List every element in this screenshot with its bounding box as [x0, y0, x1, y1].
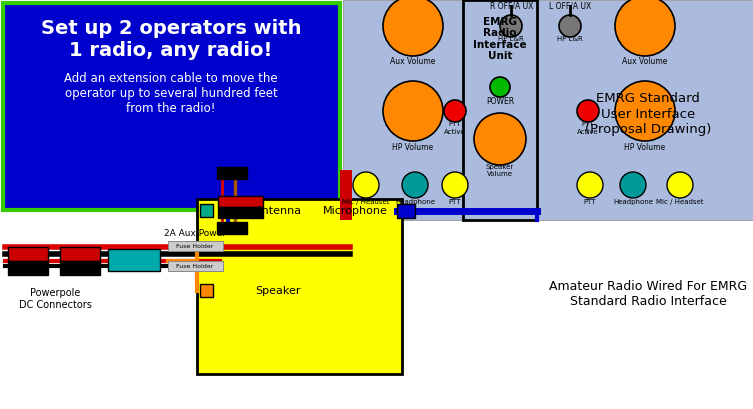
Text: EMRG Standard
User Interface
(Proposal Drawing): EMRG Standard User Interface (Proposal D…	[585, 92, 711, 135]
Bar	[217, 222, 247, 234]
Text: HP Volume: HP Volume	[624, 142, 666, 151]
Bar	[218, 196, 263, 207]
Circle shape	[620, 172, 646, 198]
Text: R OFF/A UX: R OFF/A UX	[490, 2, 534, 11]
Circle shape	[383, 81, 443, 141]
Circle shape	[577, 100, 599, 122]
Text: PTT
Active: PTT Active	[578, 121, 599, 135]
Bar	[8, 247, 48, 261]
Circle shape	[500, 15, 522, 37]
Text: HP L&R: HP L&R	[557, 36, 583, 42]
Circle shape	[559, 15, 581, 37]
Text: Headphone: Headphone	[613, 199, 653, 205]
Bar	[217, 167, 247, 179]
Text: EMRG
Radio
Interface
Unit: EMRG Radio Interface Unit	[473, 17, 527, 61]
Text: Powerpole
DC Connectors: Powerpole DC Connectors	[19, 288, 91, 310]
Circle shape	[442, 172, 468, 198]
Bar	[218, 207, 263, 218]
Text: Set up 2 operators with
1 radio, any radio!: Set up 2 operators with 1 radio, any rad…	[41, 18, 301, 59]
Text: Mic / Headset: Mic / Headset	[657, 199, 704, 205]
Bar	[8, 261, 48, 275]
Text: Aux Volume: Aux Volume	[390, 58, 436, 67]
Circle shape	[402, 172, 428, 198]
Circle shape	[577, 172, 603, 198]
Text: Speaker
Volume: Speaker Volume	[486, 164, 514, 178]
Text: PTT: PTT	[584, 199, 596, 205]
Text: Fuse Holder: Fuse Holder	[176, 263, 214, 268]
Text: POWER: POWER	[486, 97, 514, 106]
Text: Speaker: Speaker	[255, 286, 300, 296]
Circle shape	[383, 0, 443, 56]
Text: PTT: PTT	[449, 199, 462, 205]
Bar	[60, 247, 100, 261]
Text: Add an extension cable to move the
operator up to several hundred feet
from the : Add an extension cable to move the opera…	[64, 72, 278, 115]
Circle shape	[667, 172, 693, 198]
Bar	[197, 199, 402, 374]
Circle shape	[444, 100, 466, 122]
Text: Microphone: Microphone	[322, 206, 388, 216]
Text: HP L&R: HP L&R	[498, 36, 524, 42]
Text: L OFF/A UX: L OFF/A UX	[549, 2, 591, 11]
Bar	[168, 261, 223, 271]
Text: Aux Volume: Aux Volume	[622, 58, 668, 67]
Circle shape	[353, 172, 379, 198]
Bar	[340, 170, 352, 220]
Text: HP Volume: HP Volume	[392, 142, 434, 151]
Text: Fuse Holder: Fuse Holder	[176, 243, 214, 249]
Circle shape	[615, 0, 675, 56]
Bar	[343, 0, 753, 220]
Text: Antenna: Antenna	[255, 206, 302, 216]
Circle shape	[490, 77, 510, 97]
Bar	[108, 249, 160, 271]
Text: Amateur Radio Wired For EMRG
Standard Radio Interface: Amateur Radio Wired For EMRG Standard Ra…	[549, 280, 747, 308]
Bar	[3, 3, 340, 210]
Text: 2A Aux Power: 2A Aux Power	[164, 229, 226, 238]
Text: Mic / Headset: Mic / Headset	[343, 199, 390, 205]
Bar	[397, 204, 415, 218]
Text: Headphone: Headphone	[395, 199, 435, 205]
Bar	[168, 241, 223, 251]
Bar	[200, 204, 213, 217]
Bar	[200, 284, 213, 297]
Bar	[463, 0, 537, 220]
Circle shape	[474, 113, 526, 165]
Text: PTT
Active: PTT Active	[444, 121, 466, 135]
Circle shape	[615, 81, 675, 141]
Bar	[60, 261, 100, 275]
